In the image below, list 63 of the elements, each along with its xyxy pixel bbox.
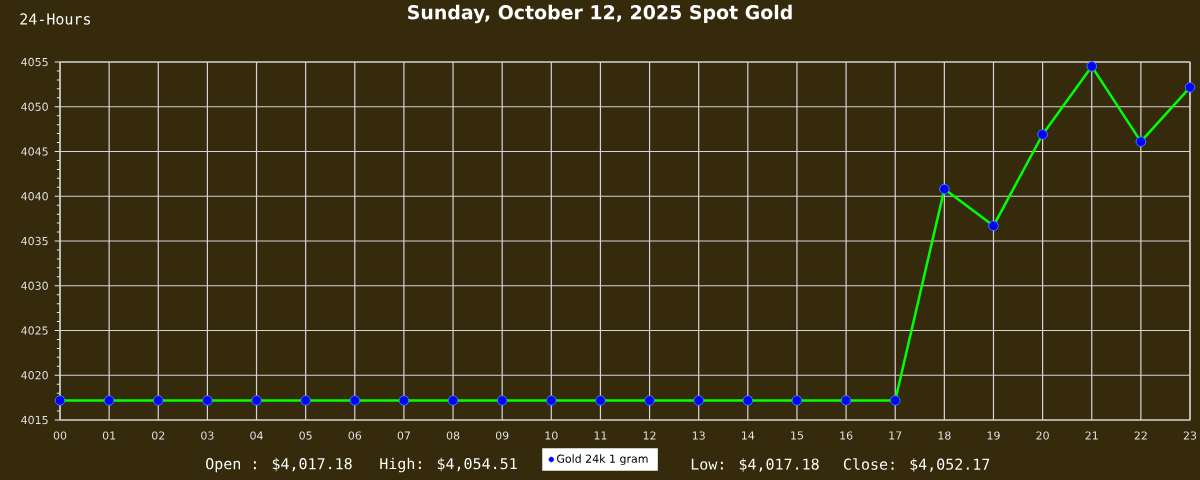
text: High: $4,054.51 (380, 457, 517, 473)
x-tick-label: 23 (1183, 431, 1197, 440)
point (54, 395, 66, 406)
x-tick-label: 20 (1036, 431, 1049, 440)
y-tick-label: 4050 (21, 102, 48, 111)
point (546, 395, 557, 406)
point (349, 395, 360, 406)
point (202, 395, 213, 406)
x-tick-label: 17 (889, 431, 902, 440)
point (398, 395, 410, 406)
x-tick-label: 13 (692, 431, 705, 440)
point (103, 395, 115, 406)
x-tick-label: 04 (250, 431, 263, 440)
y-tick-label: 4045 (21, 147, 48, 156)
x-tick-label: 06 (348, 431, 362, 440)
text: Open : $4,017.18 (206, 457, 352, 473)
y-tick-label: 4020 (21, 371, 48, 380)
x-tick-label: 16 (840, 431, 853, 440)
x-tick-label: 15 (791, 431, 803, 440)
point (840, 395, 852, 406)
point (1135, 136, 1147, 147)
x-tick-label: 14 (742, 431, 755, 440)
point (644, 395, 655, 406)
point (251, 395, 262, 406)
point (742, 395, 754, 406)
x-tick-label: 03 (201, 431, 214, 440)
point (791, 395, 803, 406)
point (1086, 61, 1097, 72)
point (988, 220, 999, 231)
x-tick-label: 21 (1085, 431, 1098, 440)
y-tick-label: 4055 (21, 57, 48, 67)
x-tick-label: 22 (1134, 431, 1147, 440)
x-tick-label: 05 (299, 431, 312, 440)
x-tick-label: 07 (397, 431, 410, 440)
point (693, 395, 704, 406)
y-tick-label: 4040 (21, 192, 48, 201)
point (890, 395, 901, 406)
point (939, 183, 950, 195)
text: Close: $4,052.17 (843, 458, 990, 472)
chart-title: Sunday, October 12, 2025 Spot Gold (408, 4, 792, 24)
x-tick-label: 00 (53, 431, 67, 440)
x-tick-label: 12 (643, 431, 656, 440)
y-tick-label: 4025 (21, 326, 48, 335)
y-tick-label: 4030 (21, 281, 48, 290)
point (300, 395, 311, 406)
x-tick-label: 09 (495, 431, 509, 440)
x-tick-label: 08 (446, 431, 460, 440)
x-tick-label: 18 (938, 431, 951, 440)
y-tick-label: 4015 (21, 415, 48, 425)
point (1037, 129, 1048, 140)
text: 24-Hours (20, 13, 91, 25)
x-tick-label: 11 (594, 431, 607, 440)
y-tick-label: 4035 (21, 236, 48, 246)
point (153, 395, 164, 406)
x-tick-label: 01 (102, 431, 116, 440)
point (447, 395, 459, 406)
x-tick-label: 10 (545, 431, 558, 440)
text: Low: $4,017.18 (691, 458, 819, 472)
point (595, 395, 606, 406)
x-tick-label: 19 (987, 431, 1000, 440)
point (496, 395, 508, 406)
x-tick-label: 02 (152, 431, 165, 440)
legend-label: Gold 24k 1 gram (557, 454, 648, 465)
